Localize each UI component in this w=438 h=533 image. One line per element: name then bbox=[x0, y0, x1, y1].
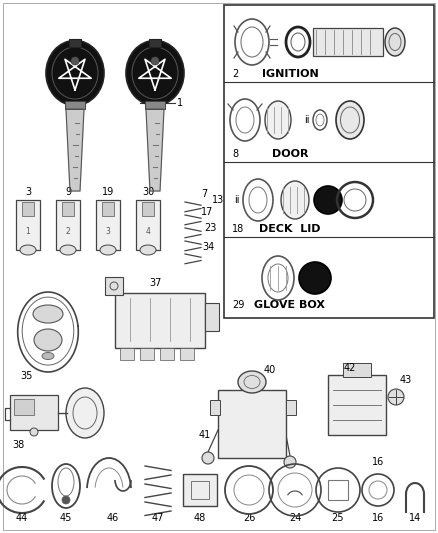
Bar bbox=[183, 474, 217, 506]
Bar bbox=[96, 200, 120, 250]
Ellipse shape bbox=[140, 245, 156, 255]
Text: 3: 3 bbox=[106, 228, 110, 237]
Ellipse shape bbox=[385, 28, 405, 56]
Text: 9: 9 bbox=[65, 187, 71, 197]
Text: ii: ii bbox=[304, 115, 310, 125]
Bar bbox=[180, 348, 194, 360]
Ellipse shape bbox=[66, 388, 104, 438]
Bar bbox=[286, 400, 296, 415]
Ellipse shape bbox=[20, 245, 36, 255]
Text: 17: 17 bbox=[201, 207, 213, 217]
Text: 40: 40 bbox=[264, 365, 276, 375]
Text: 26: 26 bbox=[243, 513, 255, 523]
Ellipse shape bbox=[126, 41, 184, 106]
Bar bbox=[16, 200, 40, 250]
Text: 24: 24 bbox=[289, 513, 301, 523]
Text: ii: ii bbox=[234, 195, 240, 205]
Circle shape bbox=[388, 389, 404, 405]
Ellipse shape bbox=[46, 41, 104, 106]
Bar bbox=[120, 348, 134, 360]
Bar bbox=[69, 39, 81, 47]
Text: 38: 38 bbox=[12, 440, 24, 450]
Text: 30: 30 bbox=[142, 187, 154, 197]
Text: 35: 35 bbox=[20, 371, 32, 381]
Text: 43: 43 bbox=[400, 375, 412, 385]
Text: 2: 2 bbox=[66, 228, 71, 237]
Bar bbox=[149, 39, 161, 47]
Text: DOOR: DOOR bbox=[272, 149, 308, 159]
Text: 48: 48 bbox=[194, 513, 206, 523]
Ellipse shape bbox=[265, 101, 291, 139]
Text: 41: 41 bbox=[199, 430, 211, 440]
Ellipse shape bbox=[33, 305, 63, 323]
Circle shape bbox=[62, 496, 70, 504]
Bar bbox=[328, 375, 386, 435]
Bar bbox=[160, 348, 174, 360]
Circle shape bbox=[284, 456, 296, 468]
Text: 7: 7 bbox=[201, 189, 207, 199]
Circle shape bbox=[299, 262, 331, 294]
Text: IGNITION: IGNITION bbox=[261, 69, 318, 79]
Text: 3: 3 bbox=[25, 187, 31, 197]
Ellipse shape bbox=[60, 245, 76, 255]
Bar bbox=[10, 395, 58, 430]
Bar bbox=[22, 202, 34, 216]
Bar bbox=[191, 481, 209, 499]
Text: GLOVE BOX: GLOVE BOX bbox=[254, 300, 325, 310]
Bar bbox=[136, 200, 160, 250]
Ellipse shape bbox=[281, 181, 309, 219]
Polygon shape bbox=[66, 109, 84, 191]
Text: DECK  LID: DECK LID bbox=[259, 224, 321, 234]
Circle shape bbox=[151, 57, 159, 65]
Polygon shape bbox=[146, 109, 164, 191]
Bar bbox=[313, 28, 383, 56]
Text: 45: 45 bbox=[60, 513, 72, 523]
Ellipse shape bbox=[238, 371, 266, 393]
Text: 42: 42 bbox=[344, 363, 356, 373]
Ellipse shape bbox=[336, 101, 364, 139]
Text: 8: 8 bbox=[232, 149, 238, 159]
Bar bbox=[205, 303, 219, 331]
Text: 29: 29 bbox=[232, 300, 244, 310]
Bar bbox=[102, 202, 114, 216]
Text: 37: 37 bbox=[149, 278, 161, 288]
Bar bbox=[65, 101, 85, 109]
Ellipse shape bbox=[42, 352, 54, 359]
Text: 25: 25 bbox=[332, 513, 344, 523]
Text: 4: 4 bbox=[145, 228, 150, 237]
Text: 34: 34 bbox=[202, 242, 214, 252]
Text: 13: 13 bbox=[212, 195, 224, 205]
Circle shape bbox=[71, 57, 79, 65]
Bar bbox=[218, 390, 286, 458]
Bar bbox=[14, 399, 34, 415]
Circle shape bbox=[314, 186, 342, 214]
Bar bbox=[210, 400, 220, 415]
Ellipse shape bbox=[100, 245, 116, 255]
Text: 1: 1 bbox=[26, 228, 30, 237]
Text: 44: 44 bbox=[16, 513, 28, 523]
Bar bbox=[328, 480, 348, 500]
Text: 23: 23 bbox=[204, 223, 216, 233]
Circle shape bbox=[30, 428, 38, 436]
Text: 16: 16 bbox=[372, 457, 384, 467]
Text: 14: 14 bbox=[409, 513, 421, 523]
Text: 16: 16 bbox=[372, 513, 384, 523]
Bar bbox=[145, 101, 165, 109]
Bar bbox=[62, 202, 74, 216]
Ellipse shape bbox=[34, 329, 62, 351]
Text: 18: 18 bbox=[232, 224, 244, 234]
Bar bbox=[224, 5, 434, 318]
Text: 47: 47 bbox=[152, 513, 164, 523]
Text: 2: 2 bbox=[232, 69, 238, 79]
Bar bbox=[105, 277, 123, 295]
Bar bbox=[115, 293, 205, 348]
Bar bbox=[343, 363, 371, 377]
Bar bbox=[142, 202, 154, 216]
Text: 1: 1 bbox=[177, 98, 183, 108]
Bar bbox=[56, 200, 80, 250]
Bar bbox=[140, 348, 154, 360]
Text: 46: 46 bbox=[107, 513, 119, 523]
Text: 19: 19 bbox=[102, 187, 114, 197]
Circle shape bbox=[202, 452, 214, 464]
